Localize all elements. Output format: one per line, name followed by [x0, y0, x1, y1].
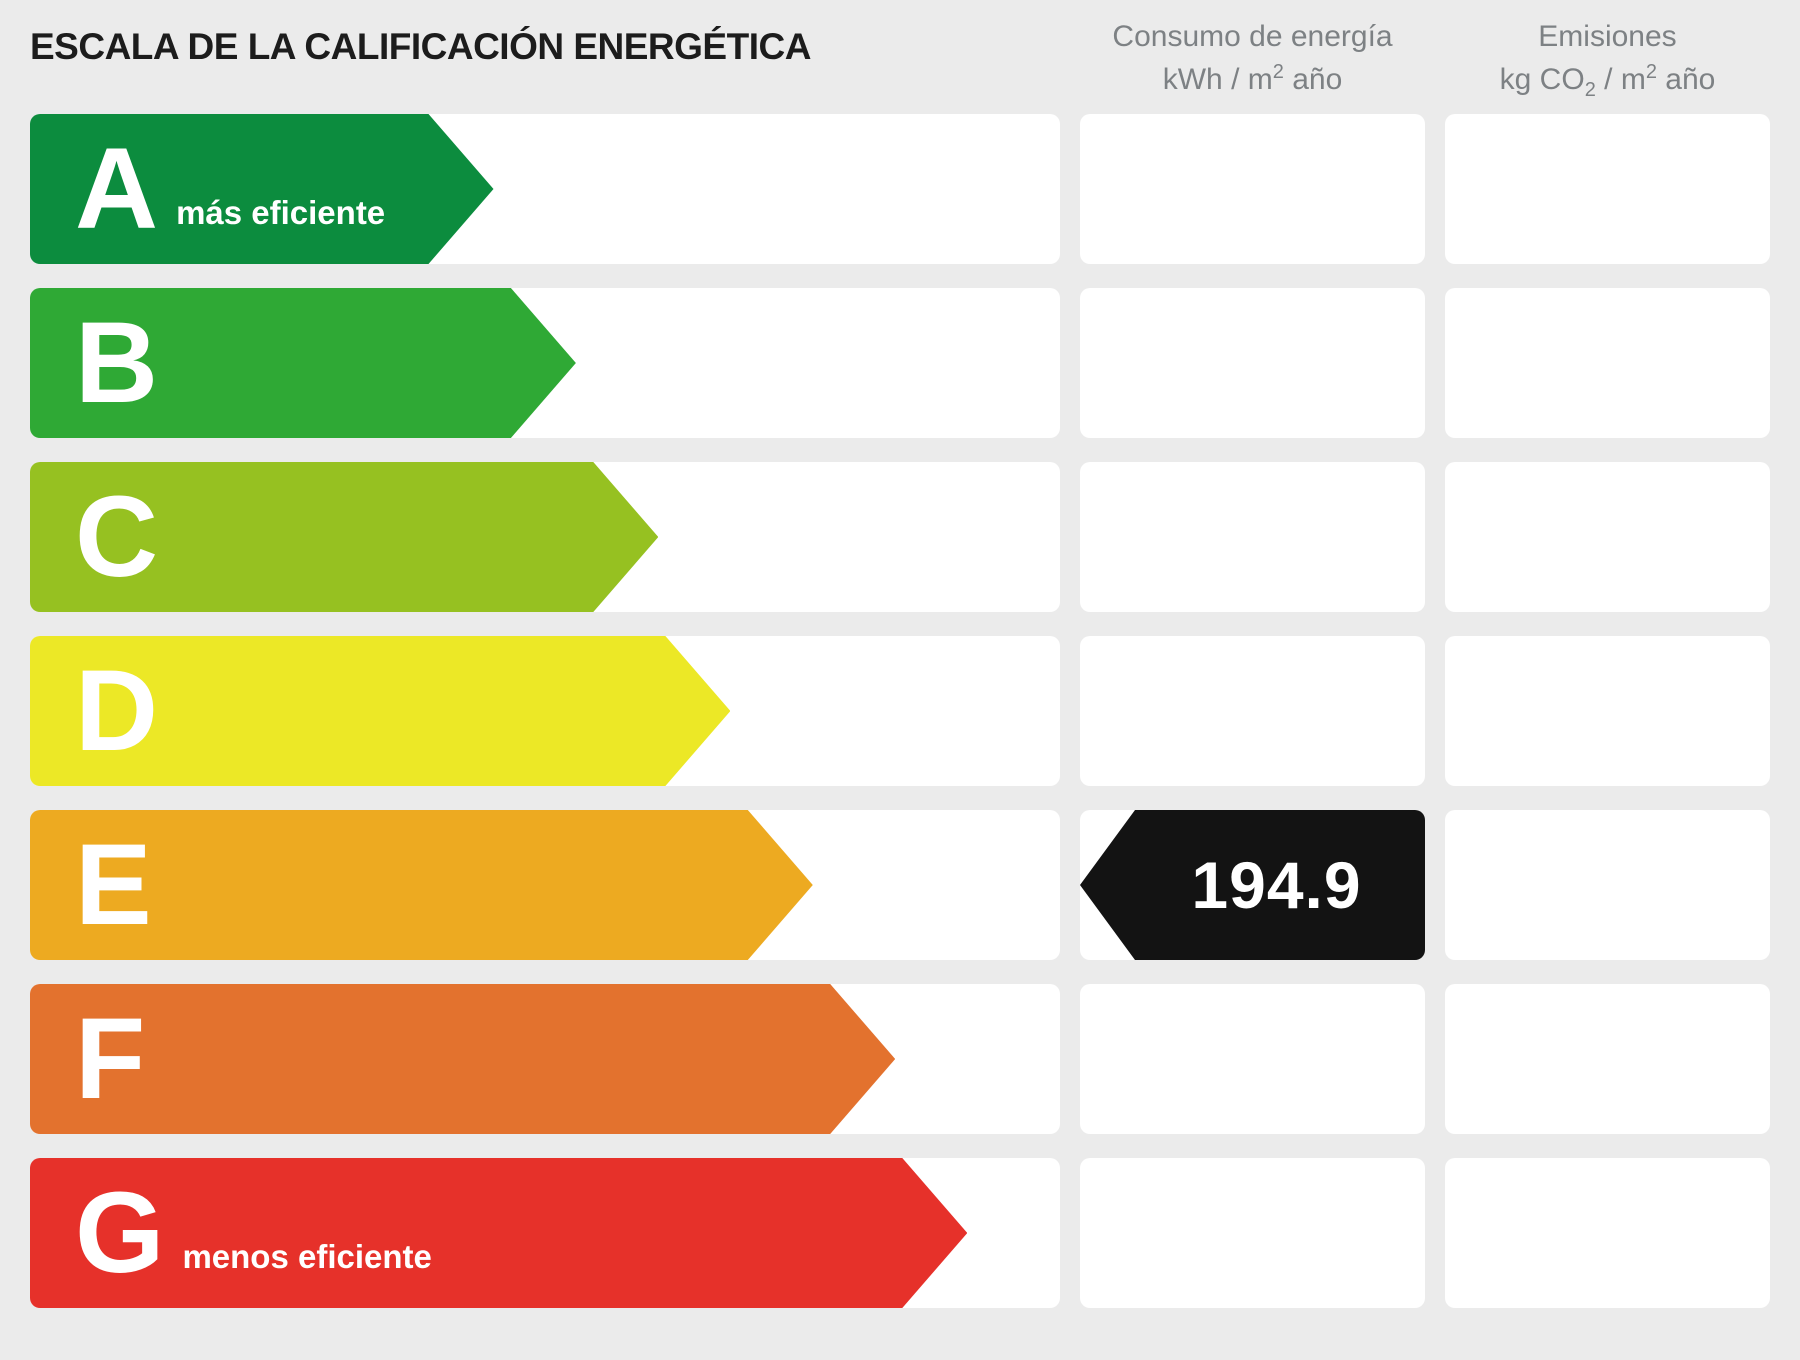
rating-letter: C: [75, 473, 159, 601]
rating-letter: A: [75, 125, 159, 253]
emisiones-cell-b: [1445, 288, 1770, 438]
rating-letter: D: [75, 647, 159, 775]
emisiones-cell-e: [1445, 810, 1770, 960]
emisiones-cell-f: [1445, 984, 1770, 1134]
scale-row-e: E: [30, 810, 1060, 960]
emisiones-cell-c: [1445, 462, 1770, 612]
consumo-header-line1: Consumo de energía: [1112, 20, 1393, 53]
emisiones-header-line1: Emisiones: [1538, 20, 1677, 53]
consumo-value-pointer: 194.9: [1080, 810, 1425, 960]
column-header-emisiones: Emisiones kg CO2 / m2 año: [1445, 14, 1770, 104]
emisiones-cell-g: [1445, 1158, 1770, 1308]
consumo-cell-b: [1080, 288, 1425, 438]
page-title: ESCALA DE LA CALIFICACIÓN ENERGÉTICA: [30, 26, 811, 67]
emisiones-cell-a: [1445, 114, 1770, 264]
scale-row-b: B: [30, 288, 1060, 438]
scale-row-g: G menos eficiente: [30, 1158, 1060, 1308]
emisiones-header-unit: kg CO2 / m2 año: [1499, 61, 1716, 101]
rating-letter: G: [75, 1169, 165, 1297]
consumo-value: 194.9: [1191, 848, 1362, 922]
consumo-cell-f: [1080, 984, 1425, 1134]
consumo-header-unit: kWh / m2 año: [1162, 61, 1343, 96]
rating-arrow-d: D: [30, 636, 730, 786]
consumo-cell-g: [1080, 1158, 1425, 1308]
header: ESCALA DE LA CALIFICACIÓN ENERGÉTICA Con…: [30, 0, 1770, 101]
rating-arrow-g: G menos eficiente: [30, 1158, 967, 1308]
rating-arrow-b: B: [30, 288, 576, 438]
scale-row-f: F: [30, 984, 1060, 1134]
rating-arrow-c: C: [30, 462, 658, 612]
scale-row-c: C: [30, 462, 1060, 612]
rating-letter: F: [75, 995, 146, 1123]
efficiency-label: más eficiente: [176, 194, 386, 231]
column-header-consumo: Consumo de energía kWh / m2 año: [1080, 14, 1425, 104]
consumo-cell-c: [1080, 462, 1425, 612]
rating-arrow-e: E: [30, 810, 813, 960]
efficiency-label: menos eficiente: [182, 1238, 432, 1275]
rating-letter: B: [75, 299, 159, 427]
rating-arrow-f: F: [30, 984, 895, 1134]
scale-row-d: D: [30, 636, 1060, 786]
rating-arrow-a: A más eficiente: [30, 114, 494, 264]
consumo-cell-a: [1080, 114, 1425, 264]
consumo-cell-e: 194.9: [1080, 810, 1425, 960]
rating-scale: A más eficiente B C D: [30, 114, 1770, 1308]
emisiones-cell-d: [1445, 636, 1770, 786]
rating-letter: E: [75, 821, 152, 949]
scale-row-a: A más eficiente: [30, 114, 1060, 264]
consumo-cell-d: [1080, 636, 1425, 786]
